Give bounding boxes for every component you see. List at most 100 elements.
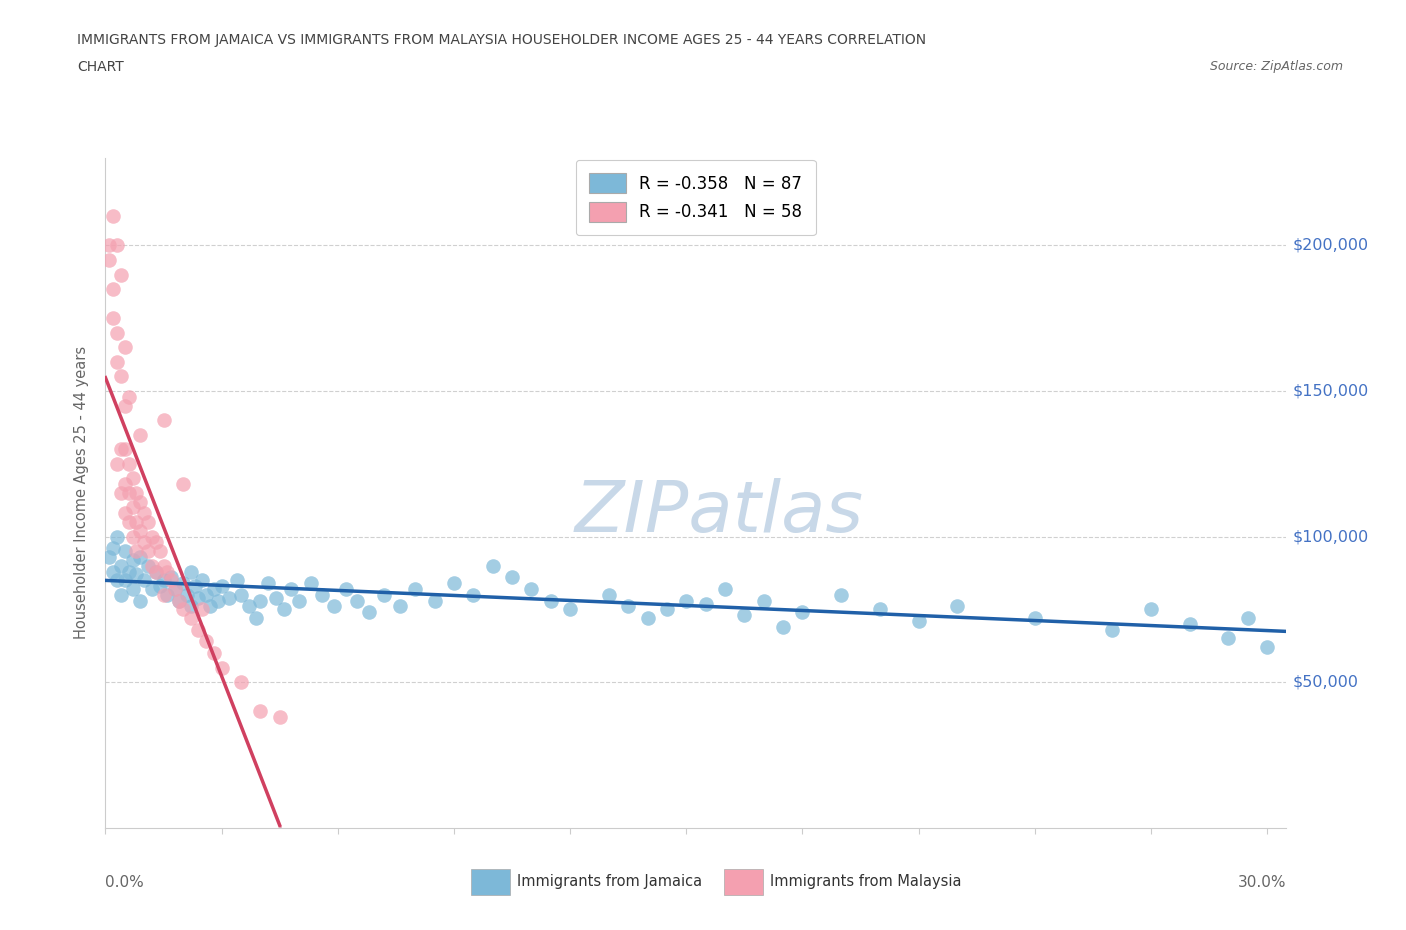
Point [229, 588, 252, 603]
Point [125, 567, 148, 582]
Point [152, 588, 174, 603]
Point [134, 573, 156, 588]
Point [98, 550, 121, 565]
Point [121, 529, 143, 544]
Text: 0.0%: 0.0% [105, 874, 145, 890]
Point [558, 602, 581, 617]
Point [207, 593, 229, 608]
Point [129, 494, 152, 509]
Point [180, 611, 202, 626]
Point [299, 576, 322, 591]
Point [463, 588, 485, 603]
Point [121, 581, 143, 596]
Text: Immigrants from Jamaica: Immigrants from Jamaica [517, 874, 703, 889]
Text: $50,000: $50,000 [1292, 674, 1358, 690]
Point [114, 573, 136, 588]
Point [176, 588, 198, 603]
Point [160, 573, 183, 588]
Point [114, 398, 136, 413]
Y-axis label: Householder Income Ages 25 - 44 years: Householder Income Ages 25 - 44 years [75, 346, 90, 640]
Point [1236, 611, 1258, 626]
Point [121, 552, 143, 567]
Point [136, 544, 159, 559]
Point [1101, 622, 1123, 637]
Point [145, 565, 167, 579]
Point [187, 622, 209, 637]
Text: CHART: CHART [77, 60, 124, 74]
Point [141, 529, 163, 544]
Point [129, 550, 152, 565]
Text: ZIPatlas: ZIPatlas [575, 479, 865, 548]
Point [187, 591, 209, 605]
Point [655, 602, 678, 617]
Point [156, 565, 179, 579]
Point [105, 529, 128, 544]
Point [110, 369, 132, 384]
Point [118, 390, 141, 405]
Point [238, 599, 260, 614]
Point [114, 477, 136, 492]
Point [145, 535, 167, 550]
Point [103, 209, 125, 224]
Point [160, 570, 183, 585]
Point [134, 506, 156, 521]
Point [98, 253, 121, 268]
Point [129, 427, 152, 442]
Point [125, 544, 148, 559]
Point [211, 578, 233, 593]
Point [172, 576, 194, 591]
Point [180, 599, 202, 614]
Point [172, 602, 194, 617]
Point [103, 565, 125, 579]
Point [257, 576, 280, 591]
Point [249, 593, 271, 608]
Point [105, 354, 128, 369]
Point [202, 645, 225, 660]
Text: $200,000: $200,000 [1292, 238, 1368, 253]
Point [695, 596, 717, 611]
Point [540, 593, 562, 608]
Point [245, 611, 267, 626]
Point [869, 602, 891, 617]
Point [637, 611, 659, 626]
Point [141, 558, 163, 573]
Point [288, 593, 311, 608]
Text: $100,000: $100,000 [1292, 529, 1368, 544]
Point [121, 500, 143, 515]
Point [501, 570, 523, 585]
Point [110, 442, 132, 457]
Point [714, 581, 737, 596]
Point [118, 565, 141, 579]
Point [1140, 602, 1163, 617]
Point [183, 578, 205, 593]
Point [357, 604, 380, 619]
Point [907, 614, 929, 629]
Point [165, 581, 187, 596]
Point [114, 339, 136, 354]
Point [598, 588, 620, 603]
Point [280, 581, 302, 596]
Point [165, 581, 187, 596]
Point [105, 326, 128, 340]
Point [118, 457, 141, 472]
Point [141, 581, 163, 596]
Point [149, 544, 172, 559]
Point [118, 514, 141, 529]
Point [617, 599, 640, 614]
Point [388, 599, 411, 614]
Point [1256, 640, 1278, 655]
Point [152, 413, 174, 428]
Point [423, 593, 446, 608]
Point [167, 593, 190, 608]
Legend: R = -0.358   N = 87, R = -0.341   N = 58: R = -0.358 N = 87, R = -0.341 N = 58 [576, 160, 815, 235]
Point [167, 593, 190, 608]
Point [269, 710, 291, 724]
Point [1178, 617, 1201, 631]
Point [125, 514, 148, 529]
Point [191, 573, 214, 588]
Point [110, 588, 132, 603]
Point [152, 558, 174, 573]
Point [110, 558, 132, 573]
Point [98, 238, 121, 253]
Text: Source: ZipAtlas.com: Source: ZipAtlas.com [1209, 60, 1343, 73]
